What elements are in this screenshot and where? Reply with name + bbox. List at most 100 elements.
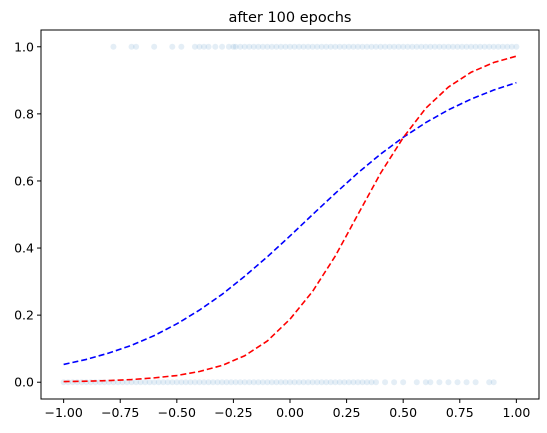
scatter-point bbox=[237, 379, 244, 386]
scatter-point bbox=[205, 379, 212, 386]
scatter-point bbox=[296, 43, 303, 50]
scatter-point bbox=[445, 43, 452, 50]
x-tick-label: 0.75 bbox=[446, 405, 474, 420]
scatter-point bbox=[418, 43, 425, 50]
scatter-point bbox=[404, 43, 411, 50]
scatter-point bbox=[413, 43, 420, 50]
scatter-point bbox=[332, 379, 339, 386]
scatter-point bbox=[187, 379, 194, 386]
scatter-point bbox=[490, 379, 497, 386]
scatter-point bbox=[259, 43, 266, 50]
scatter-point bbox=[178, 379, 185, 386]
x-tick-label: 0.00 bbox=[276, 405, 304, 420]
scatter-point bbox=[495, 43, 502, 50]
scatter-point bbox=[395, 43, 402, 50]
scatter-point bbox=[182, 379, 189, 386]
scatter-point bbox=[264, 379, 271, 386]
scatter-point bbox=[350, 43, 357, 50]
scatter-point bbox=[386, 43, 393, 50]
scatter-point bbox=[472, 43, 479, 50]
scatter-point bbox=[463, 379, 470, 386]
scatter-point bbox=[225, 43, 232, 50]
y-tick-label: 1.0 bbox=[14, 39, 34, 54]
scatter-point bbox=[454, 379, 461, 386]
scatter-point bbox=[60, 379, 67, 386]
y-tick-label: 0.2 bbox=[14, 308, 34, 323]
scatter-point bbox=[305, 379, 312, 386]
scatter-point bbox=[513, 43, 520, 50]
scatter-point bbox=[300, 43, 307, 50]
scatter-point bbox=[463, 43, 470, 50]
scatter-point bbox=[259, 379, 266, 386]
scatter-point bbox=[246, 379, 253, 386]
scatter-point bbox=[440, 43, 447, 50]
scatter-point bbox=[382, 43, 389, 50]
scatter-point bbox=[436, 379, 443, 386]
scatter-point bbox=[332, 43, 339, 50]
scatter-point bbox=[264, 43, 271, 50]
scatter-point bbox=[164, 379, 171, 386]
scatter-point bbox=[128, 379, 135, 386]
x-tick-label: −0.25 bbox=[214, 405, 252, 420]
scatter-point bbox=[277, 379, 284, 386]
scatter-layer bbox=[60, 43, 520, 386]
scatter-point bbox=[436, 43, 443, 50]
scatter-point bbox=[124, 379, 131, 386]
scatter-point bbox=[345, 379, 352, 386]
scatter-point bbox=[296, 379, 303, 386]
scatter-point bbox=[323, 379, 330, 386]
scatter-point bbox=[391, 43, 398, 50]
scatter-point bbox=[212, 43, 219, 50]
scatter-point bbox=[323, 43, 330, 50]
scatter-point bbox=[422, 379, 429, 386]
scatter-point bbox=[151, 379, 158, 386]
scatter-point bbox=[133, 379, 140, 386]
scatter-point bbox=[223, 379, 230, 386]
scatter-point bbox=[359, 43, 366, 50]
scatter-point bbox=[255, 379, 262, 386]
scatter-point bbox=[377, 43, 384, 50]
scatter-point bbox=[250, 379, 257, 386]
series-line-1 bbox=[63, 81, 517, 366]
scatter-point bbox=[445, 379, 452, 386]
scatter-point bbox=[373, 43, 380, 50]
scatter-point bbox=[363, 379, 370, 386]
scatter-point bbox=[508, 43, 515, 50]
scatter-point bbox=[472, 379, 479, 386]
scatter-point bbox=[291, 43, 298, 50]
scatter-point bbox=[454, 43, 461, 50]
scatter-point bbox=[477, 43, 484, 50]
scatter-point bbox=[160, 379, 167, 386]
scatter-point bbox=[191, 379, 198, 386]
scatter-point bbox=[373, 379, 380, 386]
scatter-point bbox=[155, 379, 162, 386]
scatter-point bbox=[486, 379, 493, 386]
scatter-point bbox=[354, 43, 361, 50]
scatter-point bbox=[481, 43, 488, 50]
scatter-point bbox=[173, 379, 180, 386]
scatter-point bbox=[191, 43, 198, 50]
scatter-point bbox=[413, 379, 420, 386]
scatter-point bbox=[327, 43, 334, 50]
scatter-point bbox=[273, 43, 280, 50]
scatter-point bbox=[368, 43, 375, 50]
x-tick-label: 1.00 bbox=[502, 405, 530, 420]
scatter-point bbox=[200, 379, 207, 386]
scatter-point bbox=[345, 43, 352, 50]
scatter-point bbox=[427, 379, 434, 386]
scatter-point bbox=[200, 43, 207, 50]
scatter-point bbox=[169, 379, 176, 386]
scatter-point bbox=[287, 379, 293, 386]
scatter-point bbox=[486, 43, 493, 50]
scatter-point bbox=[151, 43, 158, 50]
scatter-point bbox=[314, 379, 321, 386]
scatter-point bbox=[110, 43, 117, 50]
scatter-point bbox=[205, 43, 212, 50]
series-line-2 bbox=[63, 55, 517, 383]
scatter-point bbox=[230, 43, 237, 50]
scatter-point bbox=[250, 43, 257, 50]
scatter-point bbox=[277, 43, 284, 50]
scatter-point bbox=[409, 43, 416, 50]
scatter-point bbox=[237, 43, 244, 50]
scatter-point bbox=[219, 379, 226, 386]
